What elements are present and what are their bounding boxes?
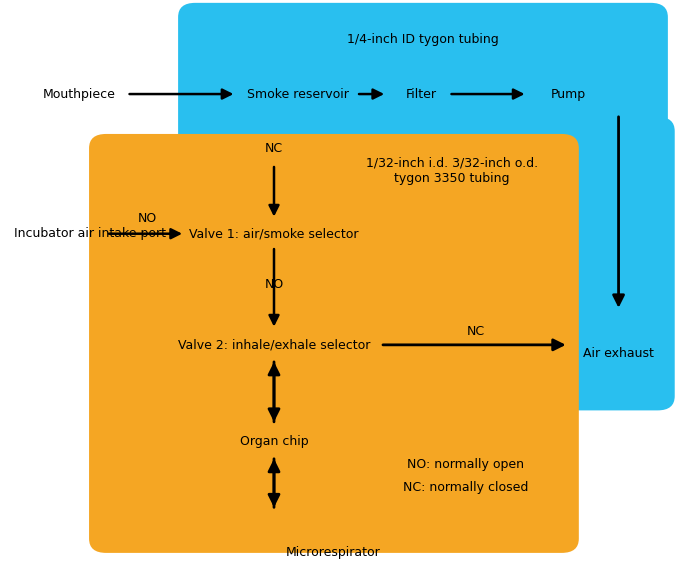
Text: Incubator air intake port: Incubator air intake port	[14, 227, 166, 240]
Text: Valve 2: inhale/exhale selector: Valve 2: inhale/exhale selector	[178, 339, 370, 351]
Text: Organ chip: Organ chip	[240, 435, 308, 448]
FancyBboxPatch shape	[89, 134, 579, 553]
FancyBboxPatch shape	[562, 117, 675, 410]
Text: 1/32-inch i.d. 3/32-inch o.d.
tygon 3350 tubing: 1/32-inch i.d. 3/32-inch o.d. tygon 3350…	[366, 157, 538, 185]
Text: NO: NO	[264, 279, 284, 291]
Text: Pump: Pump	[551, 88, 586, 100]
Text: NO: NO	[138, 212, 157, 225]
Text: NC: NC	[265, 142, 283, 154]
Text: Mouthpiece: Mouthpiece	[42, 88, 115, 100]
Text: Microrespirator: Microrespirator	[286, 547, 381, 559]
Text: Smoke reservoir: Smoke reservoir	[247, 88, 349, 100]
Text: Filter: Filter	[406, 88, 437, 100]
Text: NO: normally open: NO: normally open	[408, 458, 524, 471]
Text: 1/4-inch ID tygon tubing: 1/4-inch ID tygon tubing	[347, 34, 499, 46]
FancyBboxPatch shape	[178, 3, 668, 160]
Text: NC: NC	[467, 325, 485, 338]
Text: Valve 1: air/smoke selector: Valve 1: air/smoke selector	[189, 227, 359, 240]
Text: Air exhaust: Air exhaust	[583, 347, 654, 360]
Text: NC: normally closed: NC: normally closed	[403, 481, 529, 494]
